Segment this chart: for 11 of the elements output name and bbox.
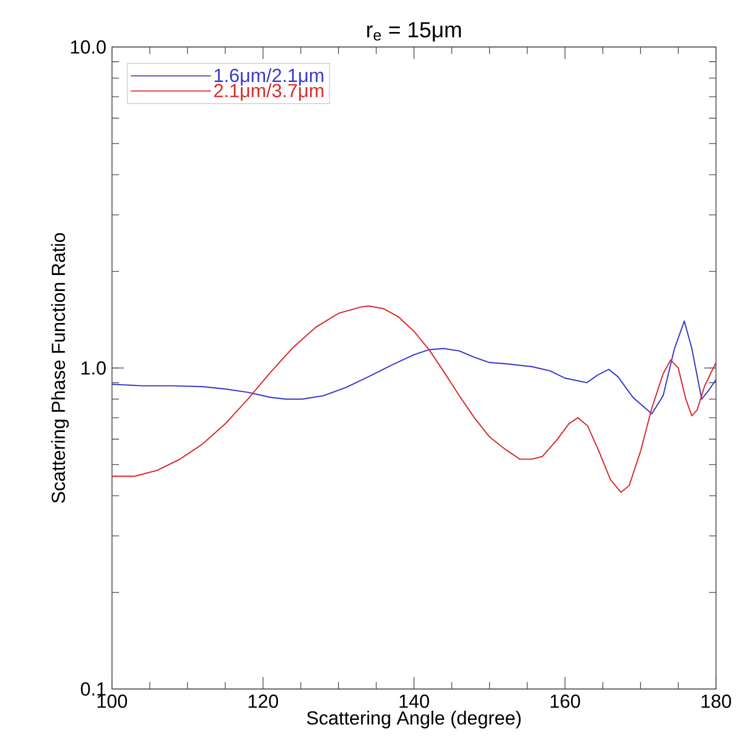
x-tick-label: 140 [400, 694, 430, 708]
x-tick-label: 160 [550, 694, 580, 708]
x-axis-title: Scattering Angle (degree) [307, 710, 521, 728]
y-tick-label: 10.0 [71, 40, 106, 54]
y-axis-title: Scattering Phase Function Ratio [51, 233, 69, 503]
y-tick-label: 0.1 [80, 682, 106, 696]
chart-title: r$_{e}$ = 15μm [367, 22, 461, 42]
x-tick-label: 120 [248, 694, 278, 708]
x-tick-label: 180 [702, 694, 732, 708]
y-tick-label: 1.0 [82, 361, 106, 375]
x-tick-label: 100 [98, 694, 128, 708]
